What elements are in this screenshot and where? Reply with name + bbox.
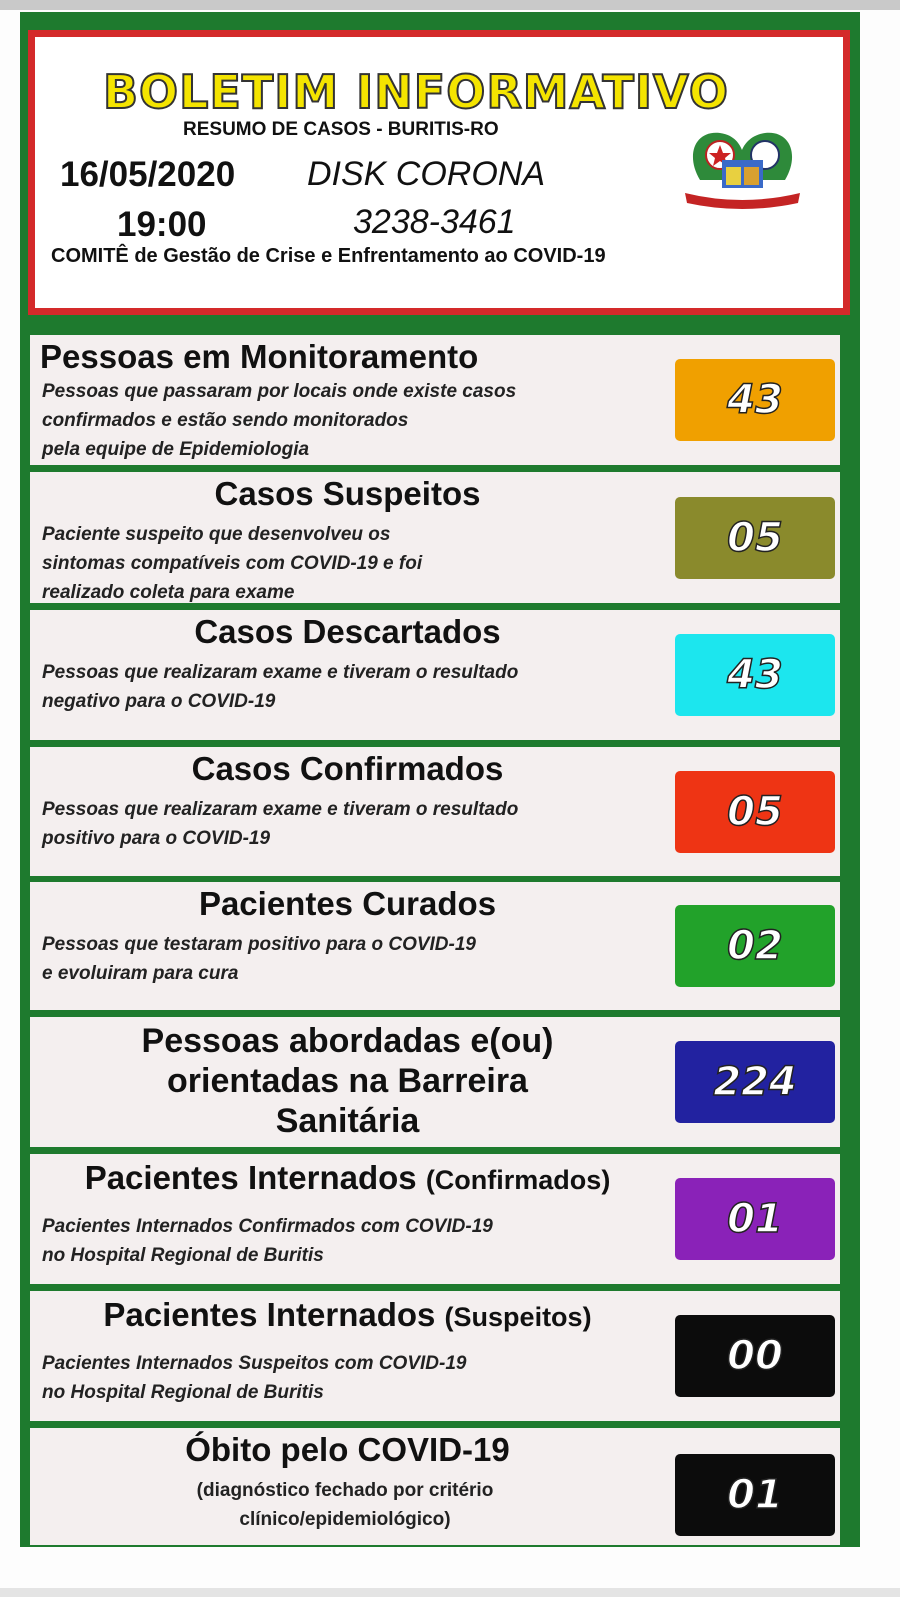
stat-title: Pacientes Curados [30,886,665,922]
stat-title: Casos Descartados [30,614,665,650]
stat-title-text: Óbito pelo COVID-19 [185,1431,510,1468]
stat-row-hospitalized-suspected: Pacientes Internados (Suspeitos) Paciente… [30,1291,840,1421]
stat-title-line: Sanitária [275,1102,420,1140]
stat-description-line: negativo para o COVID-19 [42,691,276,712]
stat-title-line: orientadas na Barreira [167,1062,528,1100]
stat-title-line: Pessoas abordadas e(ou) [141,1022,554,1060]
stat-description-line: no Hospital Regional de Buritis [42,1245,324,1266]
stat-value-box: 224 [675,1041,835,1123]
stat-row-monitoring: Pessoas em Monitoramento Pessoas que pass… [30,335,840,465]
stat-value-box: 43 [675,359,835,441]
committee-name: COMITÊ de Gestão de Crise e Enfrentament… [51,245,606,267]
stat-description-line: Pacientes Internados Confirmados com COV… [42,1216,493,1237]
stat-description: Pacientes Internados Confirmados com COV… [42,1212,672,1270]
stat-title: Pacientes Internados (Confirmados) [30,1160,665,1198]
stat-description-line: no Hospital Regional de Buritis [42,1382,324,1403]
stat-title-text: Pacientes Curados [198,885,497,922]
stat-value-box: 01 [675,1454,835,1536]
stat-title-suffix: (Confirmados) [425,1165,611,1195]
stat-description: Pacientes Internados Suspeitos com COVID… [42,1349,672,1407]
disk-corona-phone: 3238-3461 [353,203,516,241]
stat-description-line: (diagnóstico fechado por critério [196,1480,494,1501]
stat-row-barrier: Pessoas abordadas e(ou) orientadas na Bar… [30,1017,840,1147]
stat-value-box: 43 [675,634,835,716]
stat-title-text: Pessoas em Monitoramento [40,338,479,375]
stat-title-text: Casos Descartados [194,613,501,650]
stat-value-box: 02 [675,905,835,987]
stat-description-line: Pessoas que realizaram exame e tiveram o… [42,662,519,683]
stat-description-line: Pessoas que testaram positivo para o COV… [42,934,476,955]
stat-row-cured: Pacientes Curados Pessoas que testaram po… [30,882,840,1010]
bulletin-time: 19:00 [117,205,207,244]
bulletin-subtitle: RESUMO DE CASOS - BURITIS-RO [183,119,499,140]
bulletin-title: BOLETIM INFORMATIVO [102,64,729,120]
stat-description-line: clínico/epidemiológico) [239,1509,451,1530]
stat-row-deaths: Óbito pelo COVID-19 (diagnóstico fechado … [30,1428,840,1545]
stat-title: Pessoas abordadas e(ou) orientadas na Bar… [30,1021,665,1141]
stat-description: Pessoas que realizaram exame e tiveram o… [42,658,672,716]
stat-description-line: sintomas compatíveis com COVID-19 e foi [42,553,423,574]
stat-description: Paciente suspeito que desenvolveu os sint… [42,520,672,607]
stat-description-line: Pessoas que passaram por locais onde exi… [42,381,517,402]
stat-title: Casos Suspeitos [30,476,665,512]
stat-description-line: e evoluiram para cura [42,963,239,984]
stat-value-box: 05 [675,771,835,853]
stat-description-line: realizado coleta para exame [42,582,295,603]
stat-title-text: Casos Suspeitos [214,475,481,512]
stat-value-box: 05 [675,497,835,579]
stat-value-box: 01 [675,1178,835,1260]
stat-value-box: 00 [675,1315,835,1397]
stat-row-discarded: Casos Descartados Pessoas que realizaram … [30,610,840,740]
municipal-coat-of-arms-logo [685,132,800,209]
stat-description-line: pela equipe de Epidemiologia [42,439,310,460]
header-panel: BOLETIM INFORMATIVO RESUMO DE CASOS - BU… [28,30,850,315]
bottom-bar [0,1588,900,1597]
stat-title-text: Pacientes Internados [103,1296,436,1333]
stat-description-line: Pacientes Internados Suspeitos com COVID… [42,1353,467,1374]
stat-description-line: confirmados e estão sendo monitorados [42,410,409,431]
stat-row-confirmed: Casos Confirmados Pessoas que realizaram … [30,747,840,876]
stat-description: Pessoas que realizaram exame e tiveram o… [42,795,672,853]
stat-description-line: Pessoas que realizaram exame e tiveram o… [42,799,519,820]
stat-title: Pessoas em Monitoramento [30,339,665,375]
stat-title-suffix: (Suspeitos) [444,1302,592,1332]
stat-row-suspected: Casos Suspeitos Paciente suspeito que des… [30,472,840,603]
disk-corona-label: DISK CORONA [307,155,546,193]
stat-title-text: Pacientes Internados [84,1159,417,1196]
bulletin-date: 16/05/2020 [60,155,236,194]
stat-description-line: positivo para o COVID-19 [42,828,271,849]
stat-description: Pessoas que passaram por locais onde exi… [42,377,672,464]
stat-description-line: Paciente suspeito que desenvolveu os [42,524,391,545]
stat-description: (diagnóstico fechado por critério clínico… [30,1476,660,1534]
top-bar [0,0,900,10]
stat-row-hospitalized-confirmed: Pacientes Internados (Confirmados) Pacien… [30,1154,840,1284]
stat-title: Casos Confirmados [30,751,665,787]
stat-title: Óbito pelo COVID-19 [30,1432,665,1468]
stat-title: Pacientes Internados (Suspeitos) [30,1297,665,1335]
stat-title-text: Casos Confirmados [191,750,504,787]
stat-description: Pessoas que testaram positivo para o COV… [42,930,672,988]
